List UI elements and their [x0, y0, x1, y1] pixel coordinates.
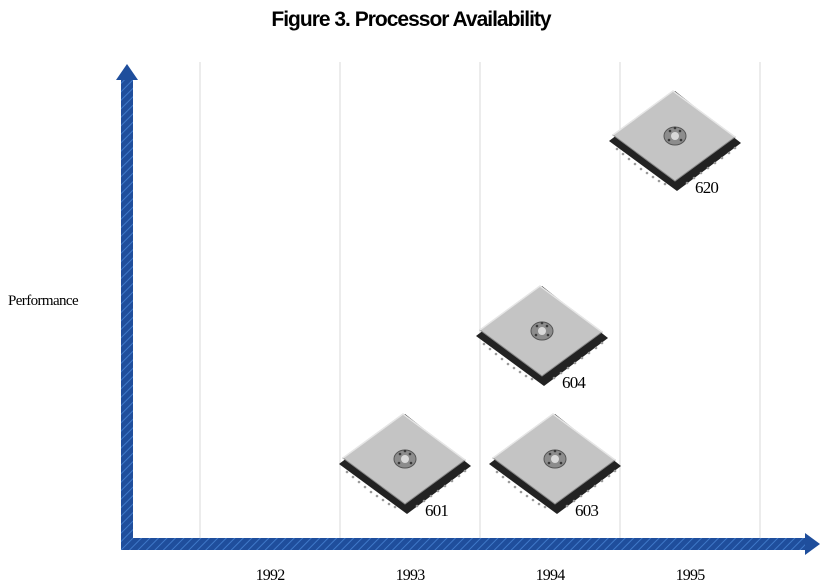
processor-chip-icon: [338, 413, 472, 515]
processor-label: 620: [695, 178, 718, 197]
x-tick-label: 1992: [256, 567, 286, 584]
processor-chip-icon: [608, 90, 742, 192]
processor-label: 601: [425, 501, 448, 520]
processor-chip-icon: [488, 413, 622, 515]
x-tick-label: 1995: [676, 567, 706, 584]
processor-point-620: 620: [608, 90, 742, 197]
y-axis: [116, 64, 138, 550]
processor-point-603: 603: [488, 413, 622, 520]
x-axis: [121, 533, 820, 555]
x-tick-label: 1993: [396, 567, 426, 584]
chart-title: Figure 3. Processor Availability: [271, 8, 551, 31]
processor-label: 604: [562, 373, 586, 392]
x-tick-label: 1994: [536, 567, 566, 584]
processor-point-604: 604: [475, 285, 609, 392]
processor-point-601: 601: [338, 413, 472, 520]
processor-label: 603: [575, 501, 598, 520]
processor-chip-icon: [475, 285, 609, 387]
y-axis-label: Performance: [8, 293, 79, 309]
